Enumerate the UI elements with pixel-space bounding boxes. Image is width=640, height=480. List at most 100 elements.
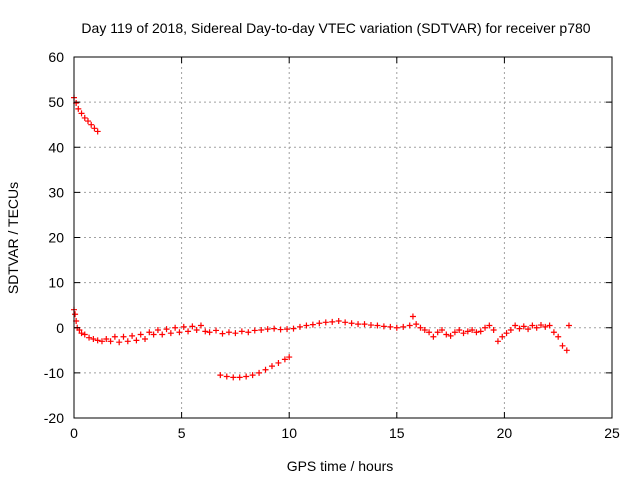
data-point — [129, 332, 136, 339]
x-tick-label: 5 — [178, 425, 186, 441]
data-point — [236, 374, 243, 381]
data-point — [277, 326, 284, 333]
data-point — [271, 325, 278, 332]
data-point — [78, 110, 85, 117]
data-point — [290, 325, 297, 332]
data-point — [512, 322, 519, 329]
data-point — [94, 337, 101, 344]
data-point — [329, 318, 336, 325]
data-point — [438, 327, 445, 334]
data-point — [243, 373, 250, 380]
data-point — [81, 331, 88, 338]
data-point — [380, 323, 387, 330]
y-tick-label: -10 — [44, 365, 64, 381]
data-point — [460, 330, 467, 337]
grid-lines — [74, 57, 612, 418]
data-point — [232, 330, 239, 337]
data-point — [189, 323, 196, 330]
data-point — [507, 327, 514, 334]
data-point — [217, 372, 224, 379]
data-point — [88, 121, 95, 128]
data-point — [75, 105, 82, 112]
data-point — [342, 319, 349, 326]
data-point — [154, 327, 161, 334]
data-point — [94, 128, 101, 135]
data-point — [142, 336, 149, 343]
data-point — [393, 324, 400, 331]
data-point — [322, 319, 329, 326]
data-point — [482, 324, 489, 331]
y-axis-label: SDTVAR / TECUs — [5, 182, 21, 294]
data-point — [374, 322, 381, 329]
data-point — [146, 329, 153, 336]
data-point — [520, 323, 527, 330]
y-tick-label: -20 — [44, 410, 64, 426]
data-point — [213, 327, 220, 334]
data-point — [469, 327, 476, 334]
data-point — [473, 329, 480, 336]
x-tick-label: 0 — [70, 425, 78, 441]
data-point — [120, 333, 127, 340]
x-tick-label: 10 — [281, 425, 297, 441]
series-arc-low — [217, 354, 293, 381]
data-point — [525, 326, 532, 333]
y-tick-label: 60 — [48, 49, 64, 65]
series-arc-main — [71, 306, 407, 346]
data-point — [516, 325, 523, 332]
data-point — [355, 321, 362, 328]
data-point — [219, 330, 226, 337]
data-point — [91, 125, 98, 132]
data-point — [225, 329, 232, 336]
data-point — [150, 331, 157, 338]
y-tick-label: 20 — [48, 230, 64, 246]
data-point — [116, 339, 123, 346]
data-point — [335, 317, 342, 324]
data-point — [555, 333, 562, 340]
y-tick-label: 50 — [48, 94, 64, 110]
data-point — [133, 337, 140, 344]
data-point — [565, 322, 572, 329]
data-point — [81, 114, 88, 121]
data-point — [249, 372, 256, 379]
data-point — [98, 338, 105, 345]
x-tick-label: 25 — [604, 425, 620, 441]
series-arc-late — [406, 313, 572, 354]
data-point — [303, 322, 310, 329]
data-point — [275, 359, 282, 366]
data-point — [111, 333, 118, 340]
series-arc-high-start — [71, 94, 101, 135]
data-point — [563, 347, 570, 354]
data-point — [490, 327, 497, 334]
data-point — [559, 342, 566, 349]
data-point — [206, 329, 213, 336]
data-point — [137, 331, 144, 338]
data-point — [503, 330, 510, 337]
data-point — [486, 322, 493, 329]
data-point — [443, 331, 450, 338]
data-point — [430, 333, 437, 340]
data-point — [84, 118, 91, 125]
data-point — [447, 332, 454, 339]
x-axis-tick-labels: 0 5 10 15 20 25 — [70, 425, 620, 441]
data-points — [71, 94, 572, 381]
data-point — [180, 323, 187, 330]
data-point — [451, 329, 458, 336]
data-point — [86, 334, 93, 341]
data-point — [426, 329, 433, 336]
data-point — [537, 322, 544, 329]
y-axis-tick-labels: -20 -10 0 10 20 30 40 50 60 — [44, 49, 64, 426]
data-point — [361, 321, 368, 328]
data-point — [176, 329, 183, 336]
y-tick-label: 0 — [56, 320, 64, 336]
chart-title: Day 119 of 2018, Sidereal Day-to-day VTE… — [81, 20, 590, 36]
x-tick-label: 20 — [497, 425, 513, 441]
x-tick-label: 15 — [389, 425, 405, 441]
data-point — [78, 330, 85, 337]
data-point — [159, 331, 166, 338]
data-point — [421, 327, 428, 334]
data-point — [90, 336, 97, 343]
data-point — [413, 321, 420, 328]
data-point — [367, 322, 374, 329]
data-point — [258, 327, 265, 334]
